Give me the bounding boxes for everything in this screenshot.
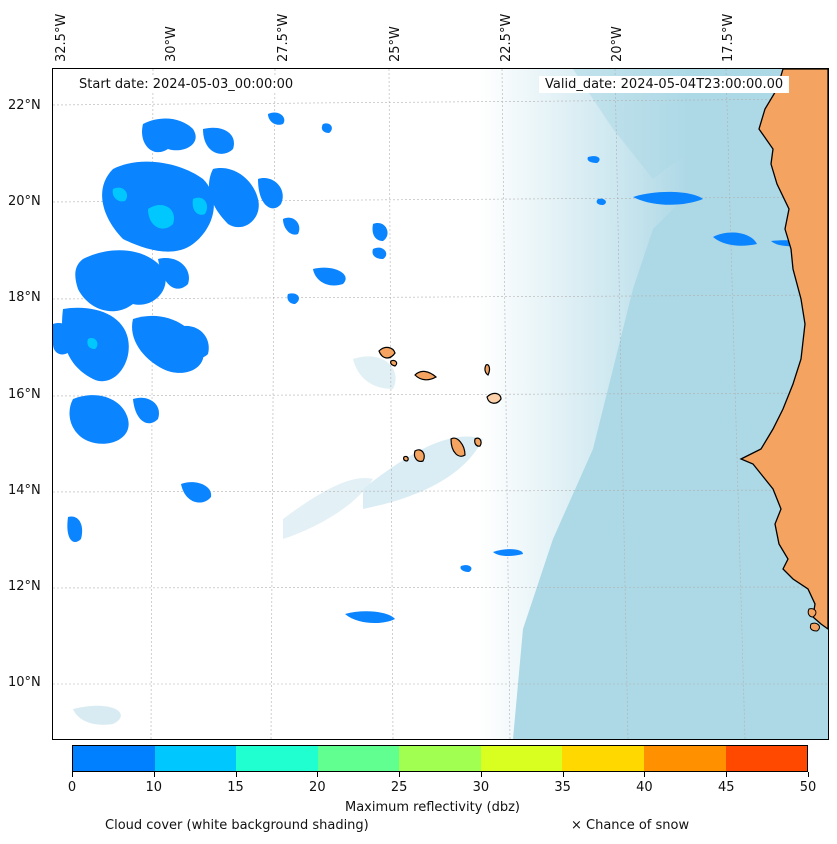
- colorbar-tick: [644, 772, 646, 777]
- colorbar-tick: [480, 772, 482, 777]
- colorbar-tick-label: 25: [390, 780, 408, 795]
- colorbar-tick: [317, 772, 319, 777]
- lat-label-22n: 22°N: [8, 98, 41, 113]
- colorbar-segment: [317, 746, 400, 771]
- lat-label-18n: 18°N: [8, 290, 41, 305]
- colorbar-tick-label: 45: [717, 780, 735, 795]
- map-canvas: [53, 69, 828, 739]
- lat-label-20n: 20°N: [8, 194, 41, 209]
- colorbar-tick-label: 40: [636, 780, 653, 795]
- colorbar-tick: [153, 772, 155, 777]
- start-date-label: Start date: 2024-05-03_00:00:00: [73, 76, 300, 93]
- colorbar-segment: [562, 746, 644, 771]
- colorbar-tick: [399, 772, 401, 777]
- colorbar-tick-label: 30: [472, 780, 490, 795]
- colorbar-tick: [235, 772, 237, 777]
- colorbar-segment: [725, 746, 808, 771]
- colorbar-tick: [726, 772, 728, 777]
- lon-label-32-5w: 32.5°W: [54, 13, 69, 62]
- lon-label-25w: 25°W: [388, 26, 403, 62]
- bijagos-islands: [807, 608, 820, 632]
- colorbar-segment: [154, 746, 237, 771]
- reflectivity-colorbar: [72, 745, 808, 772]
- cloud-band: [353, 356, 396, 389]
- lon-label-22-5w: 22.5°W: [499, 13, 514, 62]
- lon-label-17-5w: 17.5°W: [721, 13, 736, 62]
- reflectivity-echoes-strong: [87, 187, 208, 349]
- colorbar-tick: [562, 772, 564, 777]
- colorbar-segment: [73, 746, 155, 771]
- colorbar-tick-label: 0: [67, 780, 77, 795]
- colorbar-tick-label: 10: [145, 780, 163, 795]
- colorbar-title: Maximum reflectivity (dbz): [345, 800, 520, 815]
- lat-label-14n: 14°N: [8, 483, 41, 498]
- valid-date-label: Valid_date: 2024-05-04T23:00:00.00: [539, 76, 790, 93]
- cloud-band: [283, 478, 373, 539]
- cloud-cover-legend: Cloud cover (white background shading): [105, 818, 369, 833]
- cape-verde-islands: [378, 346, 502, 462]
- snow-legend: × Chance of snow: [571, 818, 690, 833]
- colorbar-segment: [480, 746, 563, 771]
- reflectivity-echoes: [53, 112, 395, 624]
- lat-label-16n: 16°N: [8, 387, 41, 402]
- colorbar-tick-label: 35: [554, 780, 571, 795]
- colorbar-tick-label: 20: [309, 780, 326, 795]
- colorbar-tick: [72, 772, 73, 777]
- map-panel: [52, 68, 829, 740]
- lat-label-10n: 10°N: [8, 675, 41, 690]
- africa-landmass: [739, 69, 828, 630]
- colorbar-tick-label: 15: [227, 780, 244, 795]
- cloud-band: [73, 705, 121, 725]
- lat-label-12n: 12°N: [8, 579, 41, 594]
- clear-sky-ocean: [573, 69, 828, 179]
- colorbar-segment: [236, 746, 318, 771]
- colorbar-tick-label: 50: [799, 780, 817, 795]
- lon-label-20w: 20°W: [610, 26, 625, 62]
- colorbar-segment: [643, 746, 726, 771]
- lon-label-27-5w: 27.5°W: [276, 13, 291, 62]
- colorbar-tick: [808, 772, 809, 777]
- lon-label-30w: 30°W: [164, 26, 179, 62]
- colorbar-segment: [399, 746, 481, 771]
